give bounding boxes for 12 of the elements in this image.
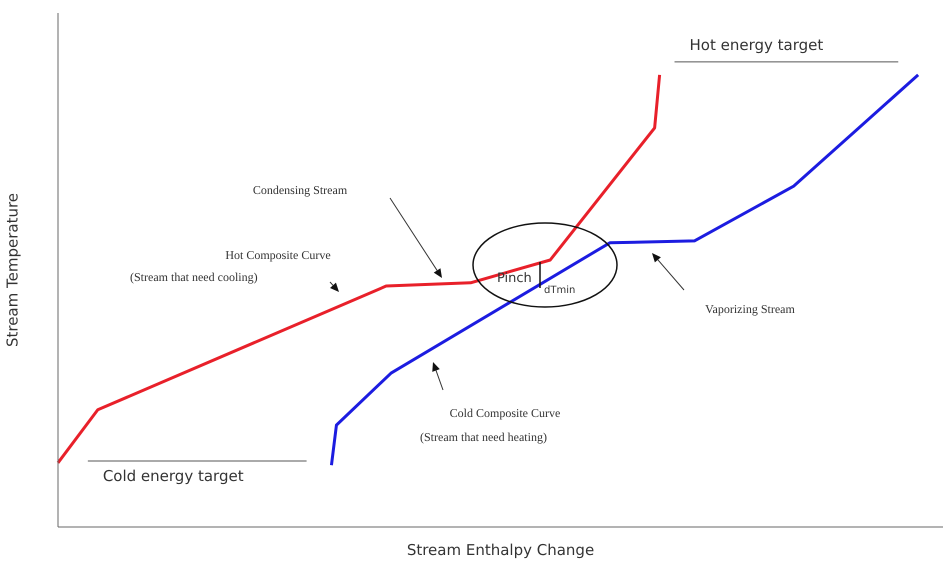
annotation: Condensing Stream [252,183,348,197]
annotation: Vaporizing Stream [705,302,796,316]
annotation: Hot Composite Curve [225,248,331,262]
annotation: dTmin [544,285,576,296]
annotation: Pinch [497,271,532,286]
x-axis-title: Stream Enthalpy Change [406,541,594,559]
annotation: (Stream that need heating) [420,430,547,444]
y-axis-title: Stream Temperature [3,192,22,348]
series-label: Hot energy target [690,36,824,54]
annotation: (Stream that need cooling) [130,270,258,284]
annotation: Cold Composite Curve [450,406,560,420]
series-label: Cold energy target [102,466,244,485]
